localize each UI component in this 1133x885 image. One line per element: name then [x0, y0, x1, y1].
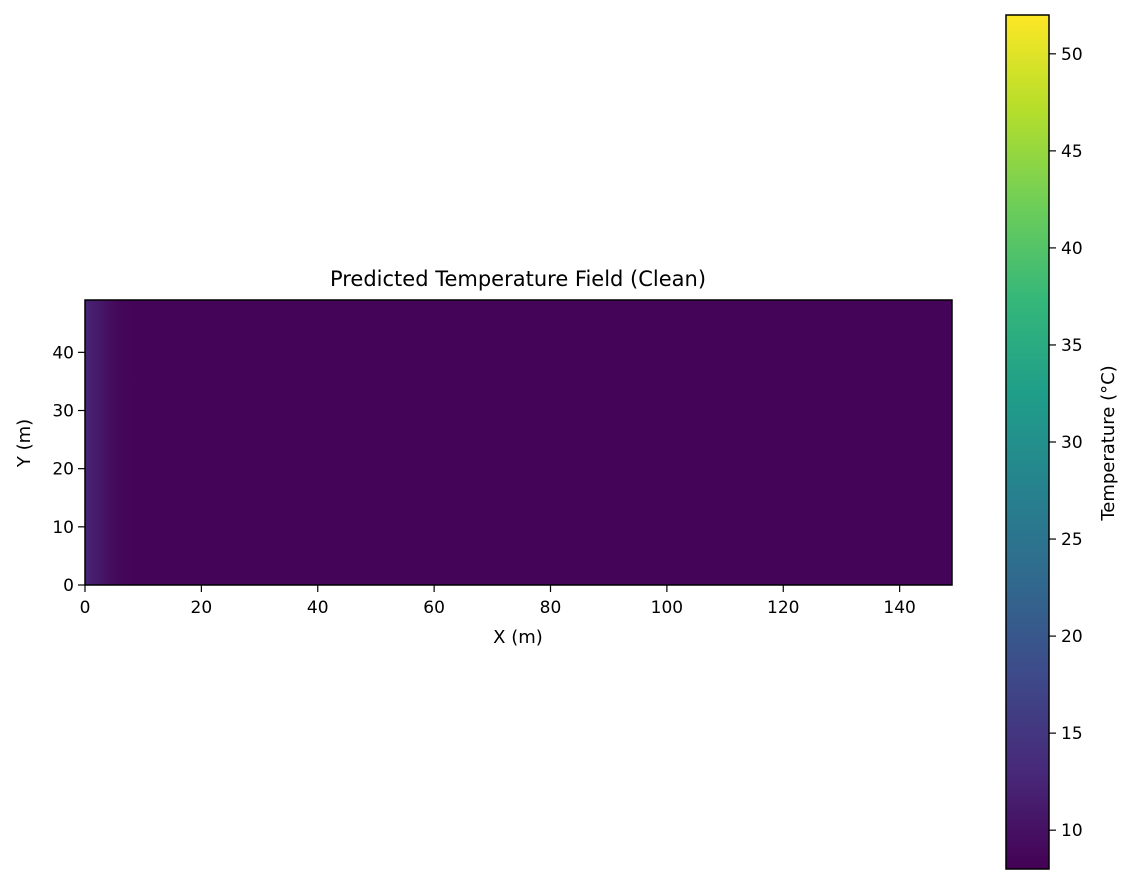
x-tick-label: 120	[767, 598, 799, 618]
x-tick-label: 40	[307, 598, 329, 618]
y-tick-label: 0	[63, 576, 74, 596]
x-tick-label: 0	[80, 598, 91, 618]
colorbar-tick-label: 25	[1061, 530, 1083, 550]
y-tick-label: 20	[52, 460, 74, 480]
colorbar-tick-label: 50	[1061, 45, 1083, 65]
colorbar-tick-label: 40	[1061, 239, 1083, 259]
colorbar-fill	[1006, 15, 1049, 869]
plot-frame	[84, 299, 953, 586]
colorbar-tick-label: 20	[1061, 627, 1083, 647]
colorbar-ticks: 10 15 20 25 30 35 40 45 50	[1049, 45, 1083, 841]
colorbar-tick-label: 30	[1061, 433, 1083, 453]
y-tick-label: 10	[52, 518, 74, 538]
x-tick-label: 20	[191, 598, 213, 618]
x-tick-label: 100	[651, 598, 683, 618]
x-tick-label: 80	[540, 598, 562, 618]
colorbar-label: Temperature (°C)	[1098, 365, 1119, 521]
colorbar-tick-label: 15	[1061, 724, 1083, 744]
x-axis-label: X (m)	[493, 627, 543, 648]
colorbar-tick-label: 10	[1061, 821, 1083, 841]
x-tick-label: 140	[883, 598, 915, 618]
colorbar-tick-label: 45	[1061, 142, 1083, 162]
y-axis-ticks: 0 10 20 30 40	[52, 343, 85, 596]
colorbar-tick-label: 35	[1061, 336, 1083, 356]
x-axis-ticks: 0 20 40 60 80 100 120 140	[80, 585, 916, 618]
y-axis-label: Y (m)	[14, 419, 35, 468]
chart-title: Predicted Temperature Field (Clean)	[330, 267, 706, 291]
y-tick-label: 40	[52, 343, 74, 363]
heatmap-field	[85, 300, 952, 585]
plot-area	[84, 299, 953, 586]
colorbar	[1005, 14, 1050, 870]
x-tick-label: 60	[423, 598, 445, 618]
y-tick-label: 30	[52, 402, 74, 422]
